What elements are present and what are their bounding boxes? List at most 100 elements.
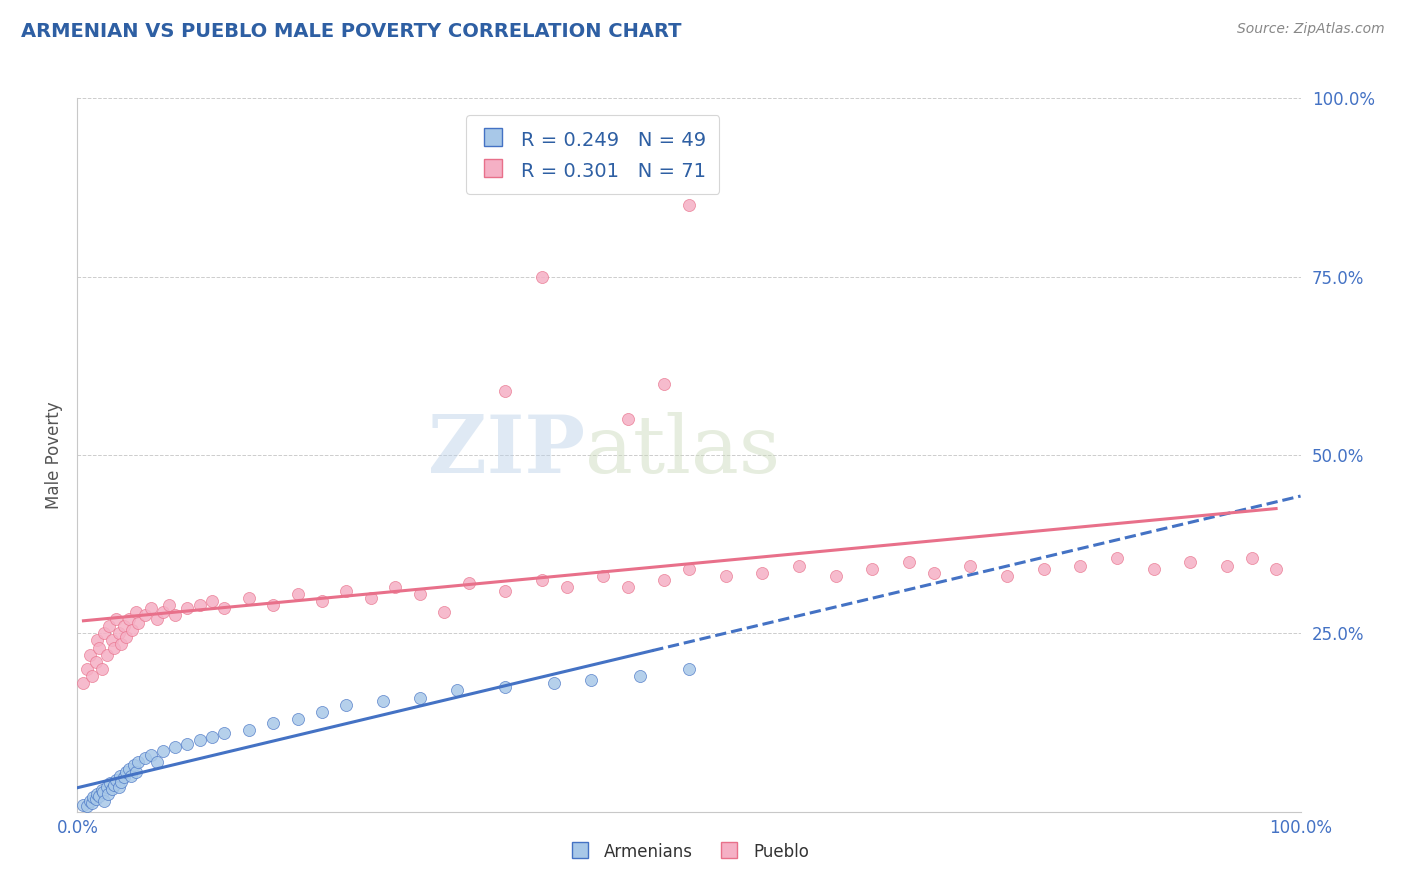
Point	[97, 787, 120, 801]
Point	[1240, 551, 1263, 566]
Point	[628, 669, 651, 683]
Point	[555, 580, 578, 594]
Point	[654, 573, 676, 587]
Point	[105, 612, 128, 626]
Point	[335, 583, 357, 598]
Point	[678, 562, 700, 576]
Point	[100, 633, 122, 648]
Point	[122, 758, 145, 772]
Point	[157, 598, 180, 612]
Text: Source: ZipAtlas.com: Source: ZipAtlas.com	[1237, 22, 1385, 37]
Point	[91, 785, 114, 799]
Point	[134, 751, 156, 765]
Point	[165, 608, 187, 623]
Point	[82, 790, 104, 805]
Point	[201, 730, 224, 744]
Point	[120, 769, 142, 783]
Point	[93, 794, 115, 808]
Point	[110, 637, 132, 651]
Point	[146, 755, 169, 769]
Point	[105, 772, 128, 787]
Point	[89, 640, 111, 655]
Point	[212, 601, 235, 615]
Point	[76, 799, 98, 814]
Point	[112, 771, 135, 785]
Point	[531, 573, 554, 587]
Text: atlas: atlas	[585, 412, 780, 491]
Point	[118, 612, 141, 626]
Point	[139, 601, 162, 615]
Point	[96, 780, 118, 794]
Point	[311, 705, 333, 719]
Point	[121, 623, 143, 637]
Point	[112, 619, 135, 633]
Y-axis label: Male Poverty: Male Poverty	[45, 401, 63, 508]
Point	[714, 569, 737, 583]
Point	[287, 712, 309, 726]
Point	[98, 619, 121, 633]
Point	[72, 797, 94, 812]
Point	[176, 737, 198, 751]
Point	[409, 690, 432, 705]
Point	[495, 583, 517, 598]
Point	[311, 594, 333, 608]
Point	[1069, 558, 1091, 573]
Point	[617, 580, 640, 594]
Point	[90, 783, 112, 797]
Point	[118, 762, 141, 776]
Point	[1265, 562, 1288, 576]
Point	[922, 566, 945, 580]
Point	[409, 587, 432, 601]
Point	[495, 680, 517, 694]
Point	[98, 776, 121, 790]
Point	[108, 626, 131, 640]
Point	[86, 633, 108, 648]
Point	[287, 587, 309, 601]
Point	[995, 569, 1018, 583]
Point	[457, 576, 479, 591]
Point	[110, 774, 132, 789]
Text: ZIP: ZIP	[427, 412, 585, 491]
Point	[654, 376, 676, 391]
Point	[371, 694, 394, 708]
Point	[495, 384, 517, 398]
Point	[262, 715, 284, 730]
Point	[592, 569, 614, 583]
Point	[79, 648, 101, 662]
Point	[360, 591, 382, 605]
Text: ARMENIAN VS PUEBLO MALE POVERTY CORRELATION CHART: ARMENIAN VS PUEBLO MALE POVERTY CORRELAT…	[21, 22, 682, 41]
Point	[188, 733, 211, 747]
Point	[103, 640, 125, 655]
Point	[152, 605, 174, 619]
Point	[531, 269, 554, 284]
Point	[79, 794, 101, 808]
Point	[127, 755, 149, 769]
Point	[93, 626, 115, 640]
Point	[165, 740, 187, 755]
Point	[188, 598, 211, 612]
Point	[84, 655, 107, 669]
Point	[152, 744, 174, 758]
Point	[617, 412, 640, 426]
Point	[579, 673, 602, 687]
Point	[80, 796, 103, 810]
Point	[134, 608, 156, 623]
Point	[90, 662, 112, 676]
Legend: Armenians, Pueblo: Armenians, Pueblo	[562, 836, 815, 868]
Point	[103, 778, 125, 792]
Point	[125, 765, 148, 780]
Point	[543, 676, 565, 690]
Point	[678, 198, 700, 212]
Point	[176, 601, 198, 615]
Point	[262, 598, 284, 612]
Point	[201, 594, 224, 608]
Point	[1216, 558, 1239, 573]
Point	[212, 726, 235, 740]
Point	[89, 789, 111, 803]
Point	[108, 780, 131, 794]
Point	[384, 580, 406, 594]
Point	[751, 566, 773, 580]
Point	[1107, 551, 1129, 566]
Point	[84, 792, 107, 806]
Point	[959, 558, 981, 573]
